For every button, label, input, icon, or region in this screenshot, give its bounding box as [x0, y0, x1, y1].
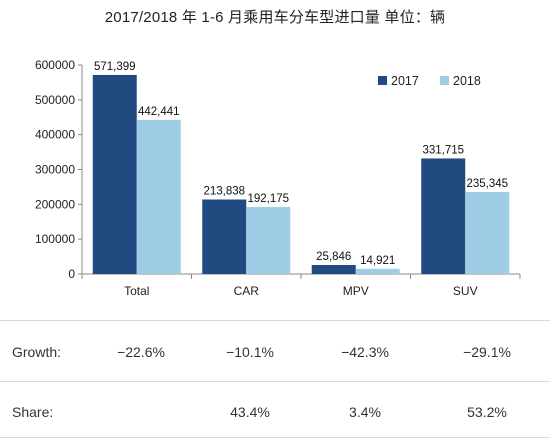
x-tick-label-suv: SUV	[453, 284, 478, 298]
legend-swatch-2017	[378, 76, 387, 85]
bar-2018-total	[136, 119, 181, 274]
bar-2017-car	[202, 199, 247, 274]
divider-middle	[0, 381, 550, 382]
data-label-2018-car: 192,175	[247, 193, 289, 205]
y-tick-label: 400000	[35, 128, 75, 142]
growth-value-suv: −29.1%	[463, 344, 511, 360]
y-tick-label: 200000	[35, 197, 75, 211]
y-tick-label: 600000	[35, 58, 75, 72]
y-tick-label: 500000	[35, 93, 75, 107]
legend-swatch-2018	[440, 76, 449, 85]
data-label-2017-total: 571,399	[94, 61, 136, 73]
y-tick-label: 100000	[35, 232, 75, 246]
bar-chart: 0 100000 200000 300000 400000 500000 600000 571…	[35, 58, 521, 298]
share-value-car: 43.4%	[230, 404, 270, 420]
share-label: Share:	[12, 404, 54, 420]
bar-2017-total	[92, 74, 137, 275]
x-tick-label-mpv: MPV	[343, 284, 369, 298]
bar-2018-suv	[465, 192, 510, 274]
data-label-2018-mpv: 14,921	[360, 255, 395, 267]
x-tick-label-total: Total	[124, 284, 149, 298]
bar-2017-mpv	[311, 264, 356, 274]
bar-2018-car	[246, 207, 291, 274]
growth-value-mpv: −42.3%	[341, 344, 389, 360]
y-tick-label: 0	[68, 267, 75, 281]
divider-bottom	[0, 437, 550, 438]
data-label-2017-suv: 331,715	[422, 144, 464, 156]
share-value-mpv: 3.4%	[349, 404, 381, 420]
data-label-2017-car: 213,838	[203, 186, 245, 198]
bar-2018-mpv	[355, 268, 400, 274]
legend-label-2017: 2017	[391, 74, 419, 88]
share-value-suv: 53.2%	[467, 404, 507, 420]
data-label-2017-mpv: 25,846	[316, 251, 351, 263]
x-tick-label-car: CAR	[234, 284, 260, 298]
data-label-2018-total: 442,441	[138, 106, 180, 118]
divider-top	[0, 320, 550, 321]
legend-label-2018: 2018	[453, 74, 481, 88]
chart-title: 2017/2018 年 1-6 月乘用车分车型进口量 单位：辆	[104, 9, 446, 26]
growth-value-total: −22.6%	[117, 344, 165, 360]
growth-label: Growth:	[12, 344, 62, 360]
bar-2017-suv	[421, 158, 466, 274]
growth-value-car: −10.1%	[226, 344, 274, 360]
data-label-2018-suv: 235,345	[466, 178, 508, 190]
y-tick-label: 300000	[35, 163, 75, 177]
